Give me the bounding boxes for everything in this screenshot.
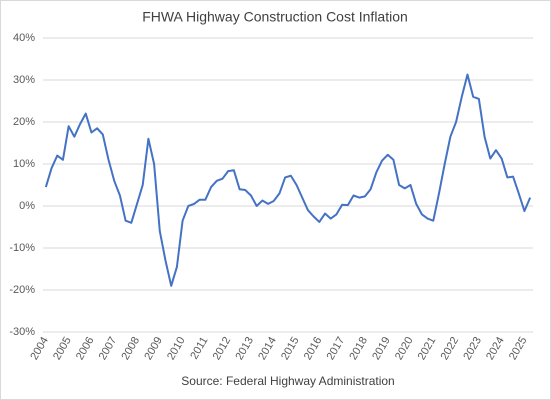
y-tick-label: 0% bbox=[19, 200, 35, 212]
data-line bbox=[44, 73, 532, 287]
y-tick-label: 40% bbox=[13, 32, 35, 44]
y-tick-label: -20% bbox=[9, 284, 35, 296]
y-tick-label: 20% bbox=[13, 116, 35, 128]
source: Source: Federal Highway Administration bbox=[181, 374, 394, 388]
chart-title: FHWA Highway Construction Cost Inflation bbox=[142, 9, 408, 25]
y-tick-label: 30% bbox=[13, 74, 35, 86]
y-tick-label: -10% bbox=[9, 242, 35, 254]
y-tick-label: -30% bbox=[9, 326, 35, 338]
y-tick-label: 10% bbox=[13, 158, 35, 170]
